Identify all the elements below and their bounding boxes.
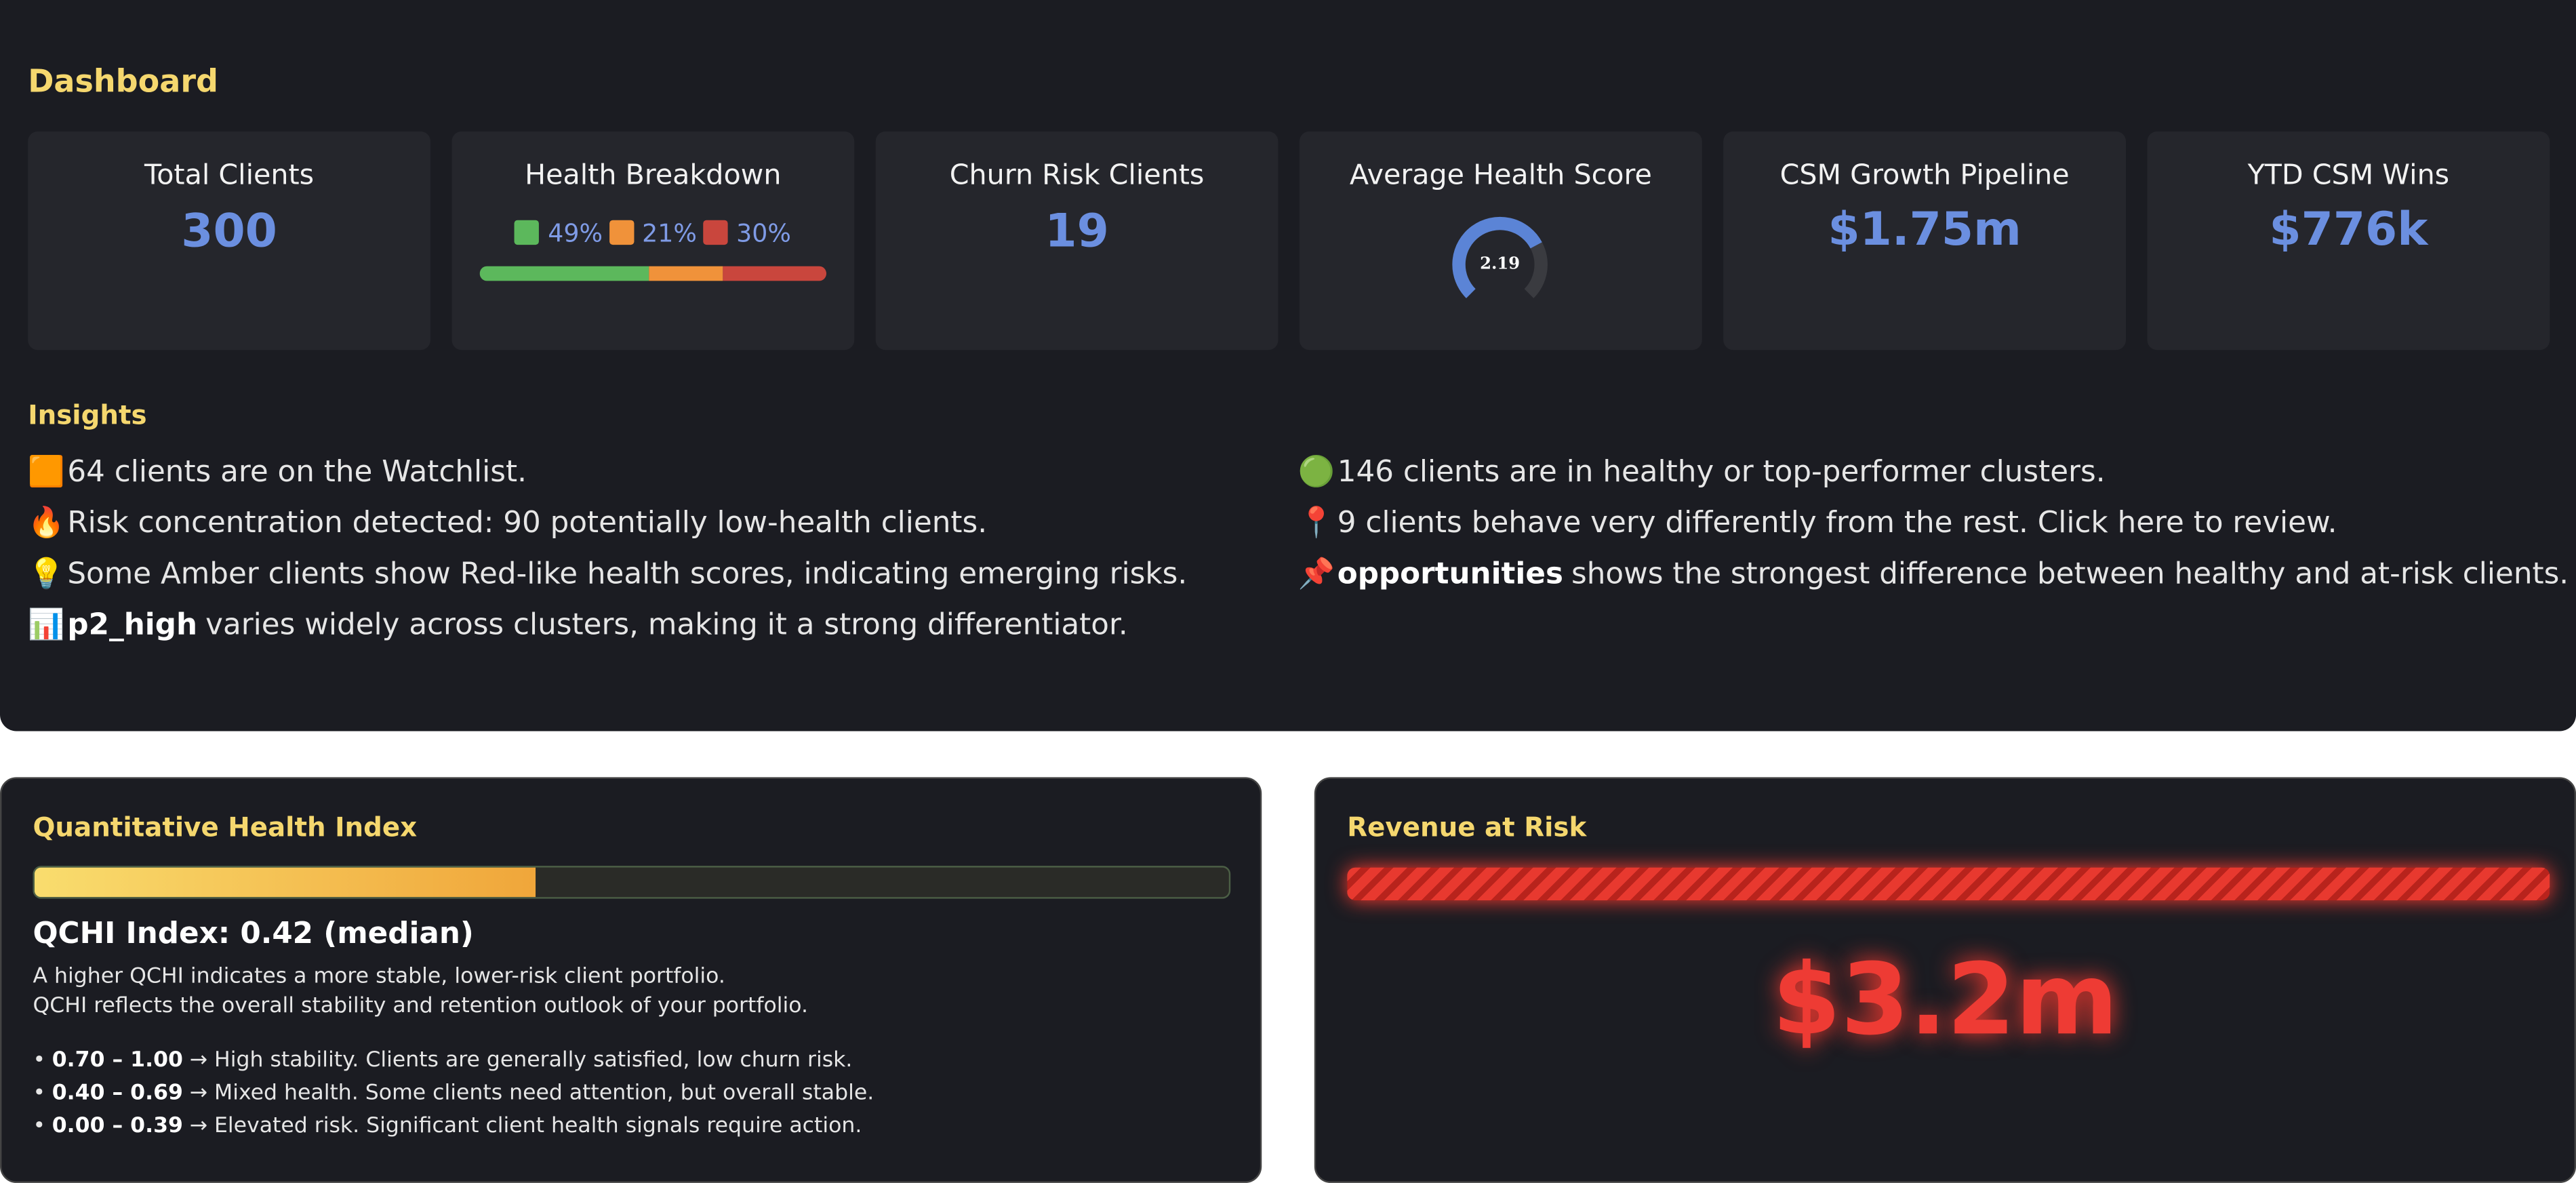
insight-text: varies widely across clusters, making it… <box>205 607 1128 643</box>
legend-swatch <box>703 220 729 245</box>
total-clients-card: Total Clients 300 <box>28 131 430 350</box>
health-segment <box>649 266 723 281</box>
legend-swatch <box>515 220 540 245</box>
insight-row: 🟧 64 clients are on the Watchlist. <box>28 455 527 489</box>
insight-row: 💡 Some Amber clients show Red-like health… <box>28 557 1187 592</box>
card-title: Total Clients <box>144 159 315 193</box>
insight-row: 🟢 146 clients are in healthy or top-perfo… <box>1298 455 2106 489</box>
card-title: YTD CSM Wins <box>2247 159 2450 193</box>
insight-row: 📊 p2_high varies widely across clusters, m… <box>28 608 1128 643</box>
qchi-description-line: A higher QCHI indicates a more stable, l… <box>33 964 725 989</box>
health-gauge: 2.19 <box>1452 216 1548 298</box>
qchi-band: 0.70 – 1.00→ High stability. Clients are… <box>33 1045 874 1077</box>
qchi-bar-fill <box>34 867 536 898</box>
health-legend-item: 49% <box>515 218 603 248</box>
card-title: CSM Growth Pipeline <box>1779 159 2070 193</box>
qchi-band: 0.40 – 0.69→ Mixed health. Some clients … <box>33 1078 874 1110</box>
legend-swatch <box>609 220 635 245</box>
card-value: 300 <box>181 203 277 258</box>
gauge-arc <box>1452 216 1542 298</box>
health-bar <box>479 266 826 281</box>
insight-icon: 📊 <box>28 607 65 643</box>
insight-text: Some Amber clients show Red-like health … <box>67 557 1188 592</box>
insight-emphasis: p2_high <box>67 607 198 643</box>
health-segment <box>722 266 826 281</box>
insight-text: 146 clients are in healthy or top-perfor… <box>1337 455 2106 490</box>
qchi-band-range: 0.00 – 0.39 <box>52 1114 183 1139</box>
insights-title: Insights <box>28 399 147 430</box>
revenue-title: Revenue at Risk <box>1347 811 1587 843</box>
qchi-panel: Quantitative Health Index QCHI Index: 0.… <box>0 777 1262 1183</box>
insight-icon: 💡 <box>28 557 65 592</box>
card-value: $1.75m <box>1828 202 2021 257</box>
qchi-band-text: → Mixed health. Some clients need attent… <box>189 1081 874 1106</box>
insight-icon: 📍 <box>1297 506 1335 541</box>
insight-row: 📍 9 clients behave very differently from … <box>1298 506 2337 540</box>
ytd-wins-card: YTD CSM Wins $776k <box>2147 131 2550 350</box>
churn-risk-card: Churn Risk Clients 19 <box>875 131 1279 350</box>
card-title: Churn Risk Clients <box>949 159 1205 193</box>
qchi-value: 0.42 <box>240 917 314 952</box>
gauge-value: 2.19 <box>1480 254 1520 273</box>
insight-icon: 🟧 <box>28 455 65 490</box>
health-legend-item: 30% <box>703 218 791 248</box>
legend-label: 49% <box>548 218 603 248</box>
insight-row: 🔥 Risk concentration detected: 90 potenti… <box>28 506 987 540</box>
card-title: Health Breakdown <box>525 159 782 193</box>
insight-text: 64 clients are on the Watchlist. <box>67 455 527 490</box>
health-segment <box>479 266 650 281</box>
average-health-card: Average Health Score 2.19 <box>1299 131 1702 350</box>
page-title: Dashboard <box>28 64 219 100</box>
qchi-band-text: → Elevated risk. Significant client heal… <box>189 1114 862 1139</box>
revenue-panel: Revenue at Risk $3.2m <box>1314 777 2576 1183</box>
qchi-band: 0.00 – 0.39→ Elevated risk. Significant … <box>33 1110 874 1143</box>
insight-row: 📌 opportunities shows the strongest differ… <box>1298 557 2569 592</box>
qchi-band-range: 0.40 – 0.69 <box>52 1081 183 1106</box>
insight-icon: 🔥 <box>28 506 65 541</box>
insight-text: 9 clients behave very differently from t… <box>1337 506 2337 541</box>
insight-icon: 📌 <box>1297 557 1335 592</box>
card-value: $776k <box>2269 202 2428 257</box>
revenue-bar <box>1347 867 2550 901</box>
card-value: 19 <box>1045 203 1109 258</box>
qchi-band-text: → High stability. Clients are generally … <box>189 1048 853 1073</box>
card-title: Average Health Score <box>1349 159 1652 193</box>
legend-label: 30% <box>736 218 791 248</box>
qchi-bands: 0.70 – 1.00→ High stability. Clients are… <box>33 1045 874 1143</box>
insight-icon: 🟢 <box>1297 455 1335 490</box>
health-legend: 49% 21% 30% <box>451 218 854 248</box>
qchi-note: (median) <box>323 917 474 952</box>
insight-emphasis: opportunities <box>1337 557 1563 592</box>
revenue-value: $3.2m <box>1772 943 2118 1058</box>
qchi-description-line: QCHI reflects the overall stability and … <box>33 994 808 1019</box>
qchi-description: A higher QCHI indicates a more stable, l… <box>33 963 808 1022</box>
insight-text: Risk concentration detected: 90 potentia… <box>67 506 988 541</box>
health-breakdown-card: Health Breakdown 49% 21% 30% <box>451 131 855 350</box>
insight-text: shows the strongest difference between h… <box>1571 557 2569 592</box>
health-legend-item: 21% <box>609 218 697 248</box>
summary-panel: Dashboard Total Clients 300 Health Break… <box>0 0 2576 731</box>
qchi-label: QCHI Index: <box>33 917 230 952</box>
qchi-title: Quantitative Health Index <box>33 811 418 843</box>
qchi-band-range: 0.70 – 1.00 <box>52 1048 183 1073</box>
qchi-bar-track <box>33 866 1231 899</box>
pipeline-card: CSM Growth Pipeline $1.75m <box>1723 131 2127 350</box>
legend-label: 21% <box>642 218 697 248</box>
qchi-heading: QCHI Index: 0.42 (median) <box>33 917 473 951</box>
